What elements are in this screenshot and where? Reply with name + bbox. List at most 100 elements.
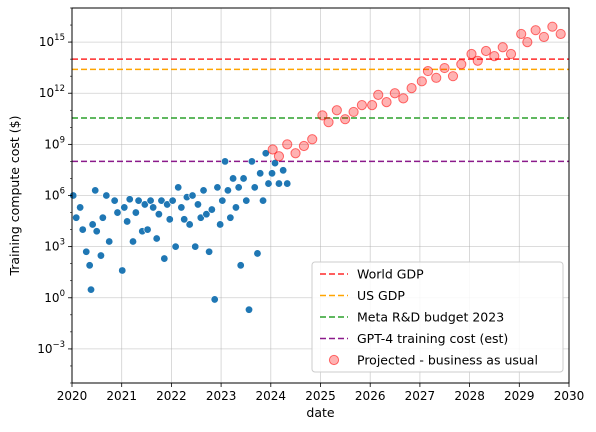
historical-point: [231, 203, 240, 212]
historical-point: [283, 179, 292, 188]
historical-point: [171, 242, 180, 251]
projected-point: [290, 148, 301, 159]
y-tick-exponent: 6: [60, 187, 65, 197]
x-tick-label: 2030: [554, 389, 585, 403]
y-tick-base: 10: [44, 240, 59, 254]
historical-point: [152, 234, 161, 243]
historical-point: [245, 305, 254, 314]
historical-point: [123, 217, 132, 226]
projected-point: [489, 51, 500, 62]
historical-point: [256, 169, 265, 178]
y-tick-exponent: 0: [60, 289, 65, 299]
y-tick-label: 109: [44, 135, 65, 151]
historical-point: [226, 213, 235, 222]
x-tick-label: 2028: [454, 389, 485, 403]
y-tick-label: 1012: [39, 84, 65, 100]
projected-point: [389, 88, 400, 99]
projected-point: [547, 21, 558, 32]
y-tick-label: 1015: [39, 33, 65, 49]
historical-point: [274, 179, 283, 188]
historical-point: [160, 254, 169, 263]
y-tick-label: 103: [44, 238, 65, 254]
historical-point: [180, 215, 189, 224]
projected-point: [373, 89, 384, 100]
y-tick-base: 10: [39, 35, 54, 49]
x-tick-label: 2027: [405, 389, 436, 403]
historical-point: [216, 220, 225, 229]
projected-point: [323, 117, 334, 128]
projected-point: [340, 114, 351, 125]
historical-point: [110, 196, 119, 205]
projected-point: [381, 97, 392, 108]
historical-point: [202, 210, 211, 219]
projected-point: [439, 62, 450, 74]
historical-point: [185, 220, 194, 229]
projected-point: [398, 93, 409, 104]
historical-point: [193, 200, 202, 209]
historical-point: [129, 237, 138, 246]
y-tick-exponent: 9: [60, 135, 65, 145]
historical-point: [229, 174, 238, 183]
projected-point: [516, 28, 527, 40]
y-tick-label: 106: [44, 187, 65, 203]
historical-point: [242, 196, 251, 205]
historical-point: [247, 157, 256, 166]
legend: World GDP US GDP Meta R&D budget 2023 GPT-4…: [311, 261, 564, 373]
y-tick-label: 10−3: [37, 340, 65, 356]
projected-point: [367, 100, 378, 111]
historical-point: [259, 196, 268, 205]
historical-point: [210, 295, 219, 304]
historical-point: [163, 200, 172, 209]
historical-point: [236, 261, 245, 270]
projected-point: [456, 59, 467, 70]
projected-point: [480, 45, 492, 57]
x-tick-label: 2022: [156, 389, 187, 403]
y-tick-base: 10: [44, 137, 59, 151]
historical-point: [154, 210, 163, 219]
historical-point: [140, 200, 149, 209]
historical-point: [177, 203, 186, 212]
y-tick-base: 10: [44, 291, 59, 305]
legend-label: Projected - business as usual: [357, 353, 538, 368]
projected-point: [406, 82, 417, 94]
projected-point: [447, 71, 459, 82]
projected-point: [307, 134, 318, 145]
projected-point: [282, 139, 293, 150]
x-tick-label: 2023: [206, 389, 237, 403]
y-tick-exponent: −3: [52, 340, 65, 350]
historical-point: [134, 196, 143, 205]
historical-point: [91, 186, 100, 195]
historical-point: [78, 225, 87, 234]
legend-label: Meta R&D budget 2023: [357, 310, 504, 325]
x-tick-label: 2024: [256, 389, 287, 403]
projected-point: [466, 48, 477, 60]
historical-point: [213, 183, 222, 192]
projected-point: [273, 151, 285, 162]
historical-point: [191, 242, 200, 251]
historical-point: [72, 213, 81, 222]
historical-point: [82, 247, 91, 256]
y-tick-exponent: 15: [54, 33, 65, 43]
x-tick-label: 2026: [355, 389, 386, 403]
projected-point: [538, 31, 550, 43]
y-tick-exponent: 12: [54, 84, 65, 94]
historical-point: [188, 191, 197, 200]
projected-point: [497, 42, 508, 53]
projected-point: [317, 110, 328, 121]
historical-point: [218, 196, 227, 205]
historical-point: [85, 261, 94, 270]
historical-point: [102, 191, 111, 200]
historical-point: [120, 203, 129, 212]
x-tick-label: 2020: [57, 389, 88, 403]
historical-point: [157, 196, 166, 205]
historical-point: [92, 227, 101, 236]
projected-point: [505, 48, 517, 60]
historical-point: [207, 205, 216, 214]
historical-point: [113, 208, 122, 217]
historical-point: [87, 285, 96, 294]
projected-point: [530, 25, 541, 36]
y-tick-base: 10: [44, 189, 59, 203]
projected-point: [331, 105, 342, 116]
historical-point: [146, 196, 155, 205]
y-tick-exponent: 3: [60, 238, 65, 248]
